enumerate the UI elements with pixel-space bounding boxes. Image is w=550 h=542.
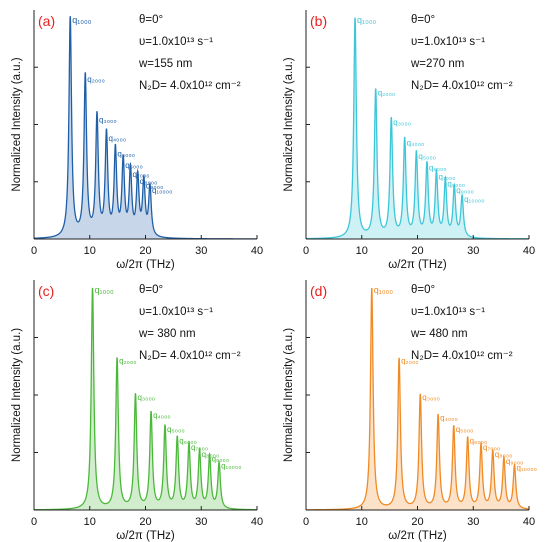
peak-label: q₁₀₀₀ xyxy=(357,15,377,25)
chart-panel-c: 0 10 20 30 40 ω/2π (THz) Normalized Intensity … xyxy=(11,280,263,542)
chart-panel-d: 0 10 20 30 40 ω/2π (THz) Normalized Intensity … xyxy=(283,280,537,542)
panel-label: (d) xyxy=(310,283,327,299)
peak-label: q₁₀₀₀₀ xyxy=(152,186,172,195)
y-axis-label: Normalized Intensity (a.u.) xyxy=(283,57,295,191)
parameter-annotation: w=270 nm xyxy=(410,58,464,70)
x-tick-label: 0 xyxy=(31,245,37,257)
peak-label: q₄₀₀₀ xyxy=(153,411,171,420)
y-axis-label: Normalized Intensity (a.u.) xyxy=(11,328,23,462)
peak-label: q₆₀₀₀ xyxy=(470,436,488,445)
peak-label: q₅₀₀₀ xyxy=(456,425,474,434)
x-tick-label: 20 xyxy=(411,245,423,257)
peak-label: q₄₀₀₀ xyxy=(407,138,425,147)
peak-label: q₂₀₀₀ xyxy=(119,357,137,366)
peak-label: q₉₀₀₀ xyxy=(146,182,164,191)
x-tick-label: 40 xyxy=(251,516,263,528)
peak-label: q₂₀₀₀ xyxy=(401,357,419,366)
peak-label: q₇₀₀₀ xyxy=(132,170,149,179)
parameter-annotation: θ=0° xyxy=(411,284,435,296)
peak-label: q₁₀₀₀₀ xyxy=(517,464,537,473)
parameter-annotation: N₂D= 4.0x10¹² cm⁻² xyxy=(139,350,241,362)
x-axis-label: ω/2π (THz) xyxy=(116,530,175,542)
parameter-annotation: θ=0° xyxy=(139,14,163,26)
peak-label: q₁₀₀₀₀ xyxy=(464,195,484,204)
peak-label: q₇₀₀₀ xyxy=(483,443,500,452)
x-tick-label: 20 xyxy=(411,516,423,528)
peak-label: q₄₀₀₀ xyxy=(440,414,458,423)
y-axis-label: Normalized Intensity (a.u.) xyxy=(11,57,23,191)
x-tick-label: 40 xyxy=(523,516,535,528)
x-tick-label: 10 xyxy=(84,245,96,257)
x-tick-label: 40 xyxy=(523,245,535,257)
x-tick-label: 0 xyxy=(31,516,37,528)
x-tick-label: 10 xyxy=(356,245,368,257)
peak-label: q₁₀₀₀ xyxy=(374,285,394,295)
peak-label: q₈₀₀₀ xyxy=(140,177,158,186)
peak-label: q₆₀₀₀ xyxy=(125,161,143,170)
peak-label: q₃₀₀₀ xyxy=(99,116,117,125)
panel-label: (c) xyxy=(38,283,54,299)
parameter-annotation: w= 380 nm xyxy=(138,328,196,340)
panel-label: (b) xyxy=(310,13,327,29)
chart-panel-b: 0 10 20 30 40 ω/2π (THz) Normalized Intensity … xyxy=(283,10,535,271)
peak-label: q₆₀₀₀ xyxy=(429,163,447,172)
peak-label: q₉₀₀₀ xyxy=(506,457,524,466)
peak-label: q₃₀₀₀ xyxy=(137,393,155,402)
spectrum-fill xyxy=(306,17,529,239)
peak-label: q₂₀₀₀ xyxy=(87,75,105,84)
y-axis-label: Normalized Intensity (a.u.) xyxy=(283,328,295,462)
peak-label: q₁₀₀₀₀ xyxy=(221,461,241,470)
x-tick-label: 10 xyxy=(84,516,96,528)
peak-label: q₅₀₀₀ xyxy=(167,425,185,434)
peak-label: q₁₀₀₀ xyxy=(72,15,92,25)
x-tick-label: 20 xyxy=(139,516,151,528)
parameter-annotation: N₂D= 4.0x10¹² cm⁻² xyxy=(139,80,241,92)
parameter-annotation: υ=1.0x10¹³ s⁻¹ xyxy=(139,306,213,318)
peak-label: q₆₀₀₀ xyxy=(179,436,197,445)
x-tick-label: 30 xyxy=(195,245,207,257)
peak-label: q₃₀₀₀ xyxy=(393,118,411,127)
peak-label: q₉₀₀₀ xyxy=(456,186,474,195)
peak-label: q₇₀₀₀ xyxy=(191,443,208,452)
x-axis-label: ω/2π (THz) xyxy=(388,530,447,542)
x-tick-label: 20 xyxy=(139,245,151,257)
x-axis-label: ω/2π (THz) xyxy=(388,259,447,271)
peak-label: q₇₀₀₀ xyxy=(438,172,455,181)
peak-label: q₂₀₀₀ xyxy=(378,88,396,97)
x-tick-label: 30 xyxy=(467,245,479,257)
spectrum-line xyxy=(306,288,530,511)
peak-label: q₈₀₀₀ xyxy=(495,450,513,459)
peak-label: q₅₀₀₀ xyxy=(117,150,135,159)
peak-label: q₃₀₀₀ xyxy=(422,393,440,402)
x-tick-label: 40 xyxy=(251,245,263,257)
parameter-annotation: w= 480 nm xyxy=(410,328,468,340)
peak-label: q₈₀₀₀ xyxy=(202,450,220,459)
parameter-annotation: N₂D= 4.0x10¹² cm⁻² xyxy=(411,350,513,362)
parameter-annotation: υ=1.0x10¹³ s⁻¹ xyxy=(139,36,213,48)
panel-label: (a) xyxy=(38,13,55,29)
peak-label: q₄₀₀₀ xyxy=(108,134,126,143)
spectrum-line xyxy=(306,17,529,240)
parameter-annotation: N₂D= 4.0x10¹² cm⁻² xyxy=(411,80,513,92)
peak-label: q₈₀₀₀ xyxy=(447,179,465,188)
x-tick-label: 30 xyxy=(195,516,207,528)
spectrum-line xyxy=(34,287,257,511)
x-tick-label: 30 xyxy=(467,516,479,528)
peak-label: q₅₀₀₀ xyxy=(418,152,436,161)
x-axis-label: ω/2π (THz) xyxy=(116,259,175,271)
parameter-annotation: w=155 nm xyxy=(138,58,192,70)
parameter-annotation: υ=1.0x10¹³ s⁻¹ xyxy=(411,36,485,48)
parameter-annotation: υ=1.0x10¹³ s⁻¹ xyxy=(411,306,485,318)
peak-label: q₉₀₀₀ xyxy=(212,455,230,464)
parameter-annotation: θ=0° xyxy=(139,284,163,296)
peak-label: q₁₀₀₀ xyxy=(95,285,115,295)
x-tick-label: 0 xyxy=(303,516,309,528)
parameter-annotation: θ=0° xyxy=(411,14,435,26)
chart-panel-a: 0 10 20 30 40 ω/2π (THz) Normalized Intensity … xyxy=(11,10,263,271)
x-tick-label: 10 xyxy=(356,516,368,528)
x-tick-label: 0 xyxy=(303,245,309,257)
